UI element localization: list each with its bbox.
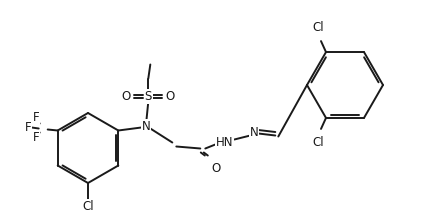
- Text: F: F: [32, 111, 39, 124]
- Text: F: F: [32, 131, 39, 144]
- Text: N: N: [250, 126, 259, 139]
- Text: N: N: [142, 120, 151, 133]
- Text: O: O: [166, 90, 175, 103]
- Text: Cl: Cl: [82, 200, 94, 213]
- Text: S: S: [144, 90, 152, 103]
- Text: O: O: [122, 90, 131, 103]
- Text: Cl: Cl: [312, 21, 324, 34]
- Text: F: F: [24, 121, 31, 134]
- Text: HN: HN: [216, 136, 233, 149]
- Text: Cl: Cl: [312, 137, 324, 149]
- Text: O: O: [212, 162, 221, 175]
